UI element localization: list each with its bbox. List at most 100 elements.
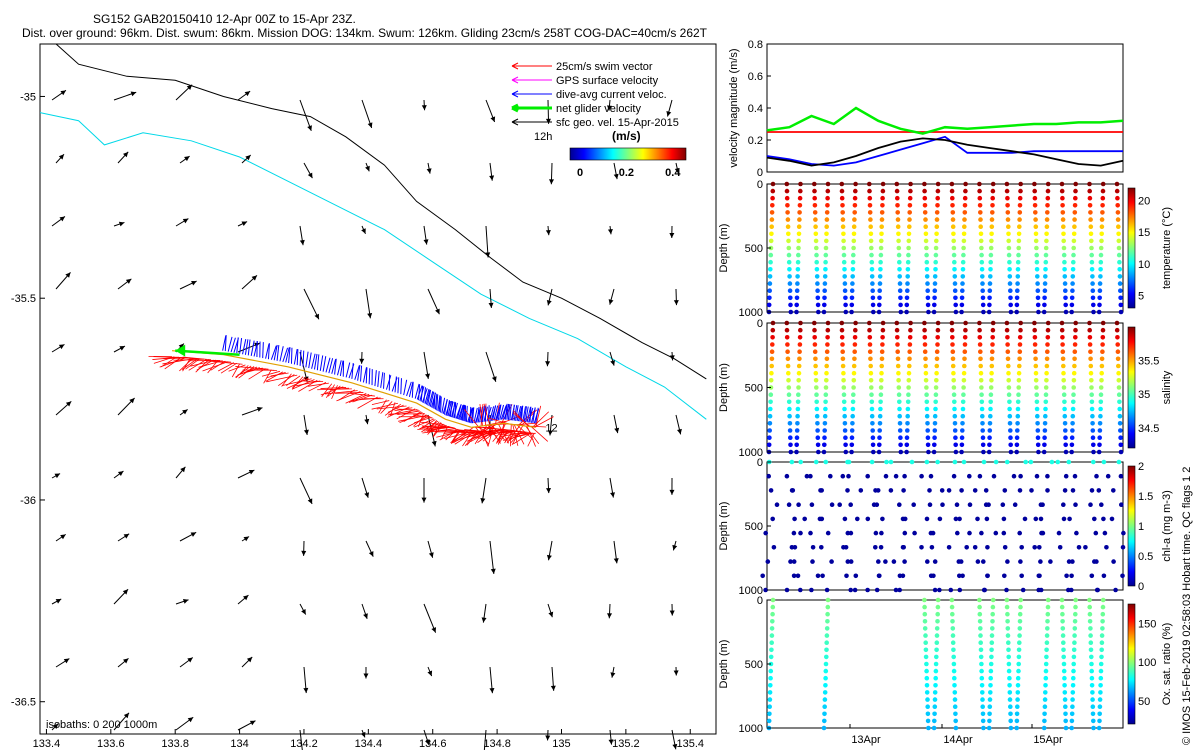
current-arrowhead bbox=[669, 355, 675, 361]
profile-point bbox=[784, 327, 790, 333]
profile-point bbox=[791, 573, 797, 579]
profile-point bbox=[789, 459, 795, 465]
profile-point bbox=[794, 435, 800, 441]
profile-point bbox=[1017, 342, 1023, 347]
profile-point bbox=[980, 274, 985, 279]
profile-point bbox=[1019, 545, 1024, 550]
profile-point bbox=[1061, 238, 1066, 244]
profile-point bbox=[895, 210, 900, 215]
profile-point bbox=[794, 442, 799, 448]
profile-point bbox=[1098, 399, 1104, 405]
legend-label: net glider velocity bbox=[556, 103, 641, 115]
isobath-label: isobaths: 0 200 1000m bbox=[46, 719, 157, 731]
profile-point bbox=[988, 406, 993, 412]
profile-point bbox=[867, 195, 873, 201]
profile-point bbox=[1017, 195, 1023, 201]
profile-point bbox=[1032, 181, 1037, 187]
profile-point bbox=[822, 302, 827, 308]
current-arrowhead bbox=[669, 610, 675, 616]
profile-point bbox=[786, 370, 791, 376]
profile-point bbox=[959, 295, 965, 301]
current-vector bbox=[328, 358, 334, 374]
profile-point bbox=[1115, 342, 1120, 347]
current-arrowhead bbox=[490, 116, 496, 122]
profile-point bbox=[1061, 640, 1066, 645]
swim-vector bbox=[500, 404, 513, 424]
profile-point bbox=[907, 203, 913, 208]
current-arrowhead bbox=[549, 179, 555, 185]
profile-point bbox=[925, 421, 930, 426]
current-vector bbox=[522, 406, 527, 422]
profile-point bbox=[1089, 406, 1095, 412]
profile-point bbox=[905, 281, 910, 286]
current-vector bbox=[454, 402, 457, 419]
profile-point bbox=[1070, 413, 1076, 419]
profile-point bbox=[1069, 449, 1074, 455]
section-x-tick-label: 15Apr bbox=[1033, 734, 1063, 746]
profile-point bbox=[1005, 210, 1011, 215]
profile-point bbox=[1015, 697, 1020, 702]
profile-point bbox=[1091, 309, 1096, 315]
profile-point bbox=[1044, 378, 1049, 383]
profile-point bbox=[952, 413, 958, 419]
profile-point bbox=[812, 195, 817, 201]
profile-point bbox=[817, 516, 823, 522]
profile-point bbox=[880, 188, 886, 194]
profile-point bbox=[1056, 530, 1062, 536]
profile-point bbox=[1102, 530, 1108, 536]
profile-point bbox=[794, 302, 799, 308]
current-arrowhead bbox=[425, 739, 430, 746]
profile-point bbox=[939, 488, 945, 493]
profile-point bbox=[923, 370, 929, 376]
profile-point bbox=[959, 449, 964, 455]
current-arrowhead bbox=[546, 487, 551, 494]
profile-point bbox=[1087, 320, 1092, 326]
profile-point bbox=[1045, 210, 1050, 215]
profile-point bbox=[768, 259, 773, 265]
profile-point bbox=[897, 406, 902, 412]
profile-point bbox=[922, 349, 928, 355]
profile-point bbox=[1043, 392, 1049, 398]
profile-point bbox=[1061, 661, 1067, 667]
profile-point bbox=[814, 392, 819, 398]
profile-point bbox=[925, 428, 930, 433]
profile-point bbox=[849, 435, 855, 441]
profile-point bbox=[904, 295, 910, 301]
profile-point bbox=[877, 421, 883, 426]
profile-point bbox=[869, 385, 874, 390]
profile-point bbox=[813, 224, 818, 229]
profile-point bbox=[879, 378, 884, 383]
profile-point bbox=[767, 690, 773, 695]
profile-point bbox=[880, 335, 885, 340]
profile-point bbox=[878, 267, 883, 272]
swim-vector bbox=[532, 411, 550, 428]
profile-point bbox=[980, 428, 985, 433]
profile-point bbox=[934, 349, 940, 355]
profile-point bbox=[1032, 195, 1038, 201]
profile-point bbox=[989, 217, 995, 222]
profile-point bbox=[843, 449, 849, 455]
profile-point bbox=[980, 690, 985, 695]
profile-point bbox=[878, 392, 884, 398]
profile-point bbox=[850, 406, 856, 412]
net-velocity-arrow bbox=[175, 349, 240, 356]
profile-point bbox=[1097, 711, 1102, 717]
profile-point bbox=[880, 327, 886, 333]
current-arrowhead bbox=[307, 172, 313, 179]
profile-point bbox=[964, 545, 969, 550]
profile-point bbox=[1017, 626, 1023, 631]
current-vector bbox=[535, 407, 539, 424]
profile-point bbox=[787, 428, 793, 433]
profile-point bbox=[839, 181, 845, 187]
profile-point bbox=[1005, 611, 1010, 617]
profile-point bbox=[1008, 435, 1013, 441]
profile-point bbox=[952, 697, 958, 702]
current-arrowhead bbox=[243, 536, 250, 542]
profile-point bbox=[989, 224, 995, 229]
profile-point bbox=[1063, 711, 1068, 717]
profile-point bbox=[870, 288, 875, 294]
current-vector bbox=[459, 404, 465, 420]
profile-point bbox=[1098, 683, 1103, 688]
profile-point bbox=[1018, 597, 1023, 603]
